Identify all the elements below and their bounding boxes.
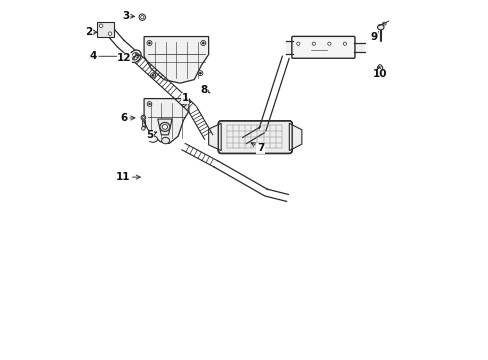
Text: 7: 7 [251,143,264,153]
Polygon shape [286,41,292,54]
Text: 9: 9 [370,31,378,41]
Ellipse shape [202,42,204,44]
Ellipse shape [148,42,150,44]
Text: 1: 1 [182,93,190,103]
FancyBboxPatch shape [218,121,292,153]
Ellipse shape [201,41,205,45]
Ellipse shape [142,127,145,130]
Ellipse shape [147,41,152,45]
Text: 11: 11 [116,172,140,182]
Text: 10: 10 [372,67,386,79]
Ellipse shape [160,122,169,131]
Ellipse shape [142,117,144,119]
Ellipse shape [377,65,382,73]
Ellipse shape [198,71,203,76]
Polygon shape [188,107,212,139]
Ellipse shape [162,125,167,129]
Polygon shape [97,22,113,37]
Ellipse shape [148,136,157,142]
Polygon shape [353,42,364,52]
Ellipse shape [382,22,386,25]
Ellipse shape [296,42,299,45]
Text: 3: 3 [122,11,134,21]
Polygon shape [214,161,267,196]
Ellipse shape [141,15,143,19]
Ellipse shape [343,42,346,45]
Polygon shape [242,127,264,144]
Ellipse shape [108,32,112,36]
FancyBboxPatch shape [291,36,354,58]
Ellipse shape [311,42,315,45]
Polygon shape [259,56,288,131]
Ellipse shape [150,73,155,78]
Polygon shape [118,40,140,62]
Text: 6: 6 [121,113,135,123]
Ellipse shape [131,53,139,60]
Polygon shape [208,123,221,150]
Ellipse shape [377,24,383,30]
Polygon shape [264,189,288,201]
Polygon shape [182,144,217,167]
Ellipse shape [99,24,102,28]
Ellipse shape [327,42,330,45]
Polygon shape [158,119,172,135]
Text: 5: 5 [145,130,157,140]
Ellipse shape [182,103,184,105]
Ellipse shape [147,102,151,106]
Text: 4: 4 [89,51,124,61]
Polygon shape [144,99,188,143]
Polygon shape [144,37,208,83]
Ellipse shape [152,74,154,76]
Ellipse shape [199,72,201,74]
Ellipse shape [378,65,381,67]
Polygon shape [173,90,195,112]
Ellipse shape [139,14,145,21]
Polygon shape [289,123,301,150]
Ellipse shape [181,102,185,106]
Ellipse shape [141,115,145,120]
Ellipse shape [129,50,141,63]
Ellipse shape [162,137,169,144]
Ellipse shape [148,103,150,105]
Text: 8: 8 [200,85,209,95]
Text: 2: 2 [85,27,97,37]
Polygon shape [134,55,179,98]
Polygon shape [104,26,124,47]
Text: 12: 12 [117,53,140,63]
